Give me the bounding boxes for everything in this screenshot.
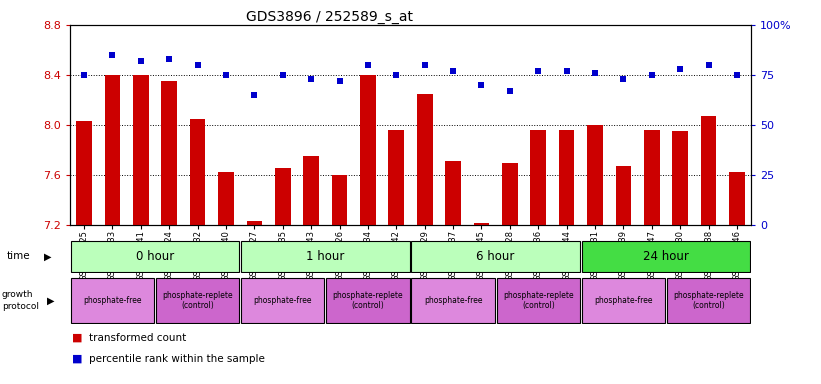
Bar bbox=[497, 278, 580, 323]
Text: percentile rank within the sample: percentile rank within the sample bbox=[89, 354, 264, 364]
Text: phosphate-replete
(control): phosphate-replete (control) bbox=[163, 291, 233, 310]
Point bbox=[276, 72, 289, 78]
Text: phosphate-free: phosphate-free bbox=[424, 296, 483, 305]
Bar bbox=[530, 130, 546, 225]
Text: phosphate-free: phosphate-free bbox=[594, 296, 653, 305]
Bar bbox=[411, 241, 580, 271]
Point bbox=[163, 56, 176, 62]
Point bbox=[731, 72, 744, 78]
Bar bbox=[241, 241, 410, 271]
Text: 6 hour: 6 hour bbox=[476, 250, 515, 263]
Bar bbox=[616, 166, 631, 225]
Bar bbox=[241, 278, 324, 323]
Bar bbox=[417, 94, 433, 225]
Point bbox=[134, 58, 147, 64]
Text: ▶: ▶ bbox=[44, 251, 51, 262]
Text: 1 hour: 1 hour bbox=[306, 250, 345, 263]
Bar bbox=[701, 116, 717, 225]
Point bbox=[390, 72, 403, 78]
Point bbox=[219, 72, 232, 78]
Bar bbox=[672, 131, 688, 225]
Point bbox=[191, 62, 204, 68]
Point bbox=[248, 92, 261, 98]
Bar bbox=[303, 156, 319, 225]
Text: ■: ■ bbox=[72, 333, 83, 343]
Bar bbox=[76, 121, 92, 225]
Bar bbox=[644, 130, 659, 225]
Bar bbox=[162, 81, 177, 225]
Text: 24 hour: 24 hour bbox=[643, 250, 689, 263]
Text: phosphate-replete
(control): phosphate-replete (control) bbox=[333, 291, 403, 310]
Text: ▶: ▶ bbox=[47, 295, 54, 306]
Bar bbox=[445, 161, 461, 225]
Point bbox=[305, 76, 318, 82]
Point bbox=[361, 62, 374, 68]
Point bbox=[503, 88, 516, 94]
Point bbox=[702, 62, 715, 68]
Text: growth
protocol: growth protocol bbox=[2, 290, 39, 311]
Text: transformed count: transformed count bbox=[89, 333, 186, 343]
Text: ■: ■ bbox=[72, 354, 83, 364]
Bar bbox=[190, 119, 205, 225]
Bar bbox=[502, 164, 518, 225]
Text: phosphate-replete
(control): phosphate-replete (control) bbox=[503, 291, 574, 310]
Bar bbox=[360, 75, 376, 225]
Bar bbox=[411, 278, 495, 323]
Point bbox=[418, 62, 431, 68]
Point bbox=[106, 52, 119, 58]
Point bbox=[333, 78, 346, 84]
Bar bbox=[133, 75, 149, 225]
Point bbox=[77, 72, 90, 78]
Bar bbox=[326, 278, 410, 323]
Text: time: time bbox=[7, 251, 30, 262]
Bar bbox=[388, 130, 404, 225]
Point bbox=[532, 68, 545, 74]
Point bbox=[475, 82, 488, 88]
Bar bbox=[729, 172, 745, 225]
Bar bbox=[156, 278, 239, 323]
Bar bbox=[582, 241, 750, 271]
Bar bbox=[71, 241, 239, 271]
Point bbox=[589, 70, 602, 76]
Bar bbox=[474, 223, 489, 225]
Bar bbox=[104, 75, 120, 225]
Point bbox=[447, 68, 460, 74]
Text: phosphate-free: phosphate-free bbox=[83, 296, 142, 305]
Point bbox=[560, 68, 573, 74]
Point bbox=[645, 72, 658, 78]
Text: GDS3896 / 252589_s_at: GDS3896 / 252589_s_at bbox=[246, 10, 413, 23]
Bar bbox=[667, 278, 750, 323]
Bar bbox=[71, 278, 154, 323]
Bar bbox=[275, 169, 291, 225]
Point bbox=[617, 76, 630, 82]
Bar bbox=[246, 221, 262, 225]
Point bbox=[674, 66, 687, 72]
Bar bbox=[332, 175, 347, 225]
Bar bbox=[559, 130, 575, 225]
Text: phosphate-replete
(control): phosphate-replete (control) bbox=[673, 291, 744, 310]
Text: 0 hour: 0 hour bbox=[135, 250, 174, 263]
Bar bbox=[582, 278, 665, 323]
Bar bbox=[218, 172, 234, 225]
Text: phosphate-free: phosphate-free bbox=[254, 296, 312, 305]
Bar bbox=[587, 125, 603, 225]
